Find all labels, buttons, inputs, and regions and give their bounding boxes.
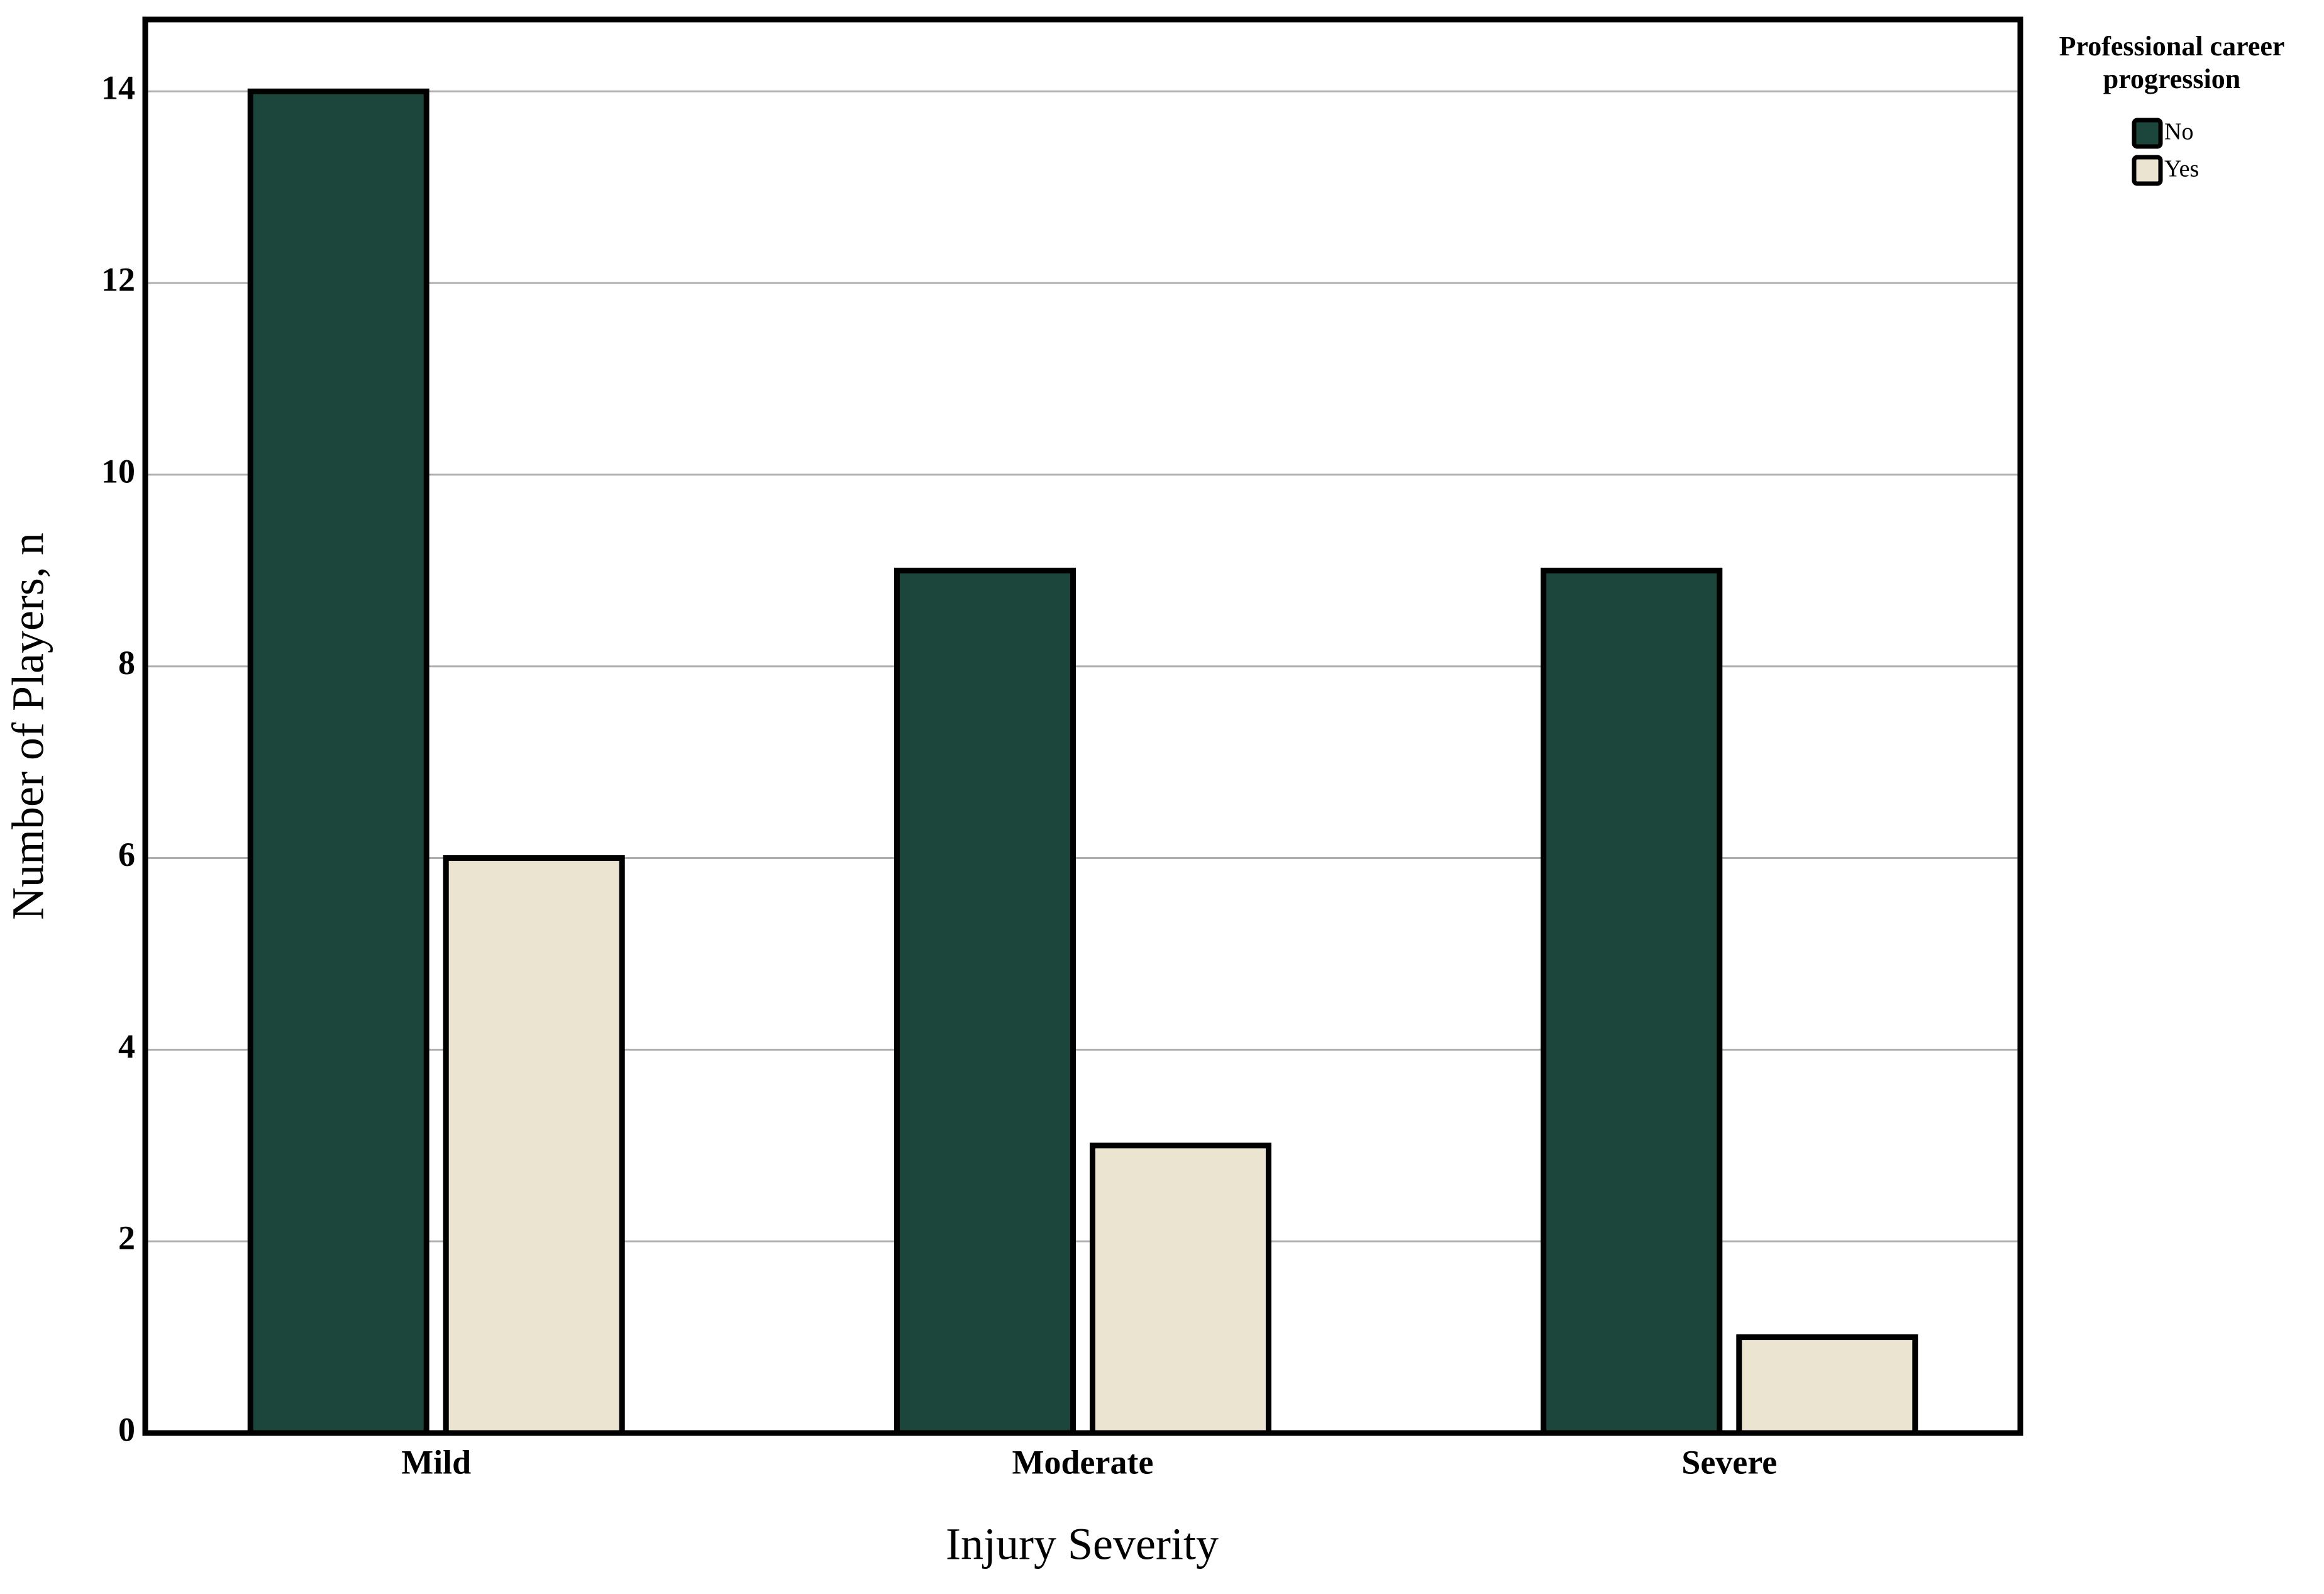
plot-frame [142, 16, 2023, 1436]
bar [247, 88, 429, 1436]
x-tick-label: Moderate [1012, 1443, 1154, 1481]
legend-swatch [2132, 118, 2163, 149]
y-tick-label: 14 [101, 69, 135, 107]
x-tick-label: Mild [401, 1443, 471, 1481]
y-tick-label: 12 [101, 261, 135, 299]
y-tick-label: 2 [118, 1219, 135, 1257]
legend-label: Yes [2164, 156, 2199, 182]
y-tick-label: 6 [118, 836, 135, 873]
legend-title: Professional career progression [2059, 31, 2285, 94]
x-axis-title: Injury Severity [946, 1519, 1219, 1569]
x-tick-label: Severe [1681, 1443, 1777, 1481]
bar [1090, 1143, 1271, 1436]
y-tick-label: 0 [118, 1410, 135, 1448]
bar [443, 855, 625, 1436]
y-tick-label: 8 [118, 644, 135, 682]
y-tick-label: 10 [101, 452, 135, 490]
y-axis-title: Number of Players, n [3, 533, 53, 920]
legend-swatch [2132, 155, 2163, 186]
bar [894, 567, 1076, 1436]
legend-label: No [2164, 119, 2193, 145]
y-tick-label: 4 [118, 1027, 135, 1065]
bar [1736, 1334, 1918, 1436]
bar [1541, 567, 1723, 1436]
